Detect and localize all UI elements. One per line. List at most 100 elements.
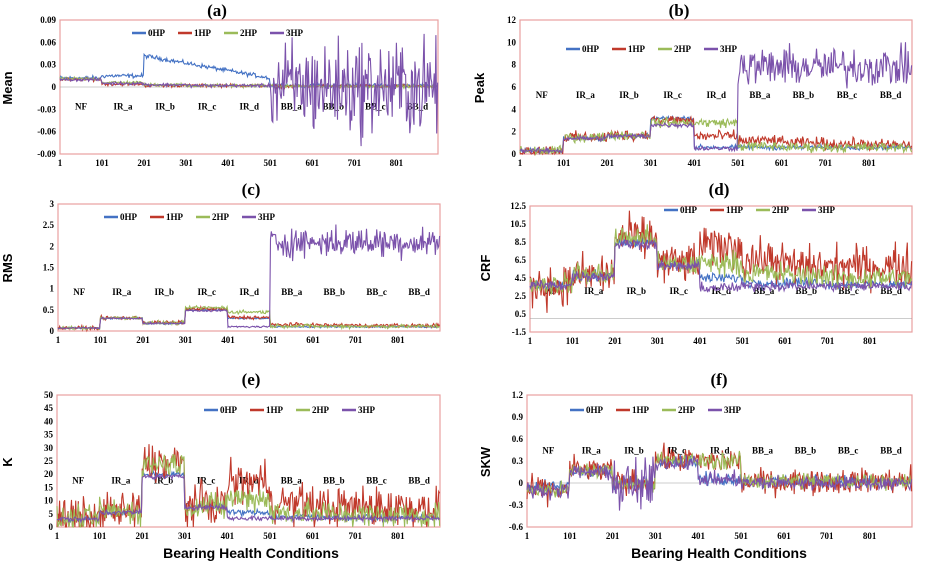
condition-label: BB_b	[323, 475, 345, 485]
x-tick-label: 1	[58, 158, 63, 168]
legend-label: 2HP	[212, 212, 230, 222]
y-tick-label: 0.5	[515, 309, 527, 319]
condition-label: BB_d	[408, 475, 430, 485]
y-tick-label: 1	[50, 284, 55, 294]
condition-label: IR_b	[626, 286, 646, 296]
y-tick-label: 6	[512, 82, 517, 92]
y-tick-label: 0	[512, 149, 517, 159]
y-tick-label: 30	[44, 443, 54, 453]
x-tick-label: 301	[644, 158, 658, 168]
x-tick-label: 201	[606, 531, 620, 541]
y-tick-label: 4	[512, 104, 517, 114]
panel-f: (f) SKW 1.2 0.9 0.6 0.3 0 -0.3 -0.61 101 201 301 401…	[478, 370, 913, 561]
legend-label: 1HP	[194, 28, 212, 38]
x-tick-label: 101	[94, 335, 108, 345]
x-tick-label: 801	[863, 336, 877, 346]
y-tick-label: 2	[512, 127, 517, 137]
plot-area	[57, 203, 441, 332]
y-tick-label: 1.5	[43, 263, 55, 273]
legend-label: 1HP	[166, 212, 184, 222]
y-tick-label: 0.09	[40, 15, 56, 25]
condition-label: BB_d	[880, 286, 902, 296]
y-tick-label: 3	[50, 199, 55, 209]
condition-label: IR_d	[711, 286, 731, 296]
x-tick-label: 401	[221, 335, 235, 345]
y-tick-label: 8.5	[515, 237, 527, 247]
x-tick-label: 301	[649, 531, 663, 541]
x-tick-label: 501	[734, 531, 748, 541]
legend-label: 0HP	[582, 44, 600, 54]
condition-label: IR_d	[710, 446, 730, 456]
x-axis-label: Bearing Health Conditions	[631, 545, 807, 561]
y-tick-label: 0	[519, 478, 524, 488]
legend-label: 3HP	[724, 405, 742, 415]
y-tick-label: 0	[49, 522, 54, 532]
y-tick-label: 2.5	[515, 291, 527, 301]
y-tick-label: -0.09	[37, 149, 56, 159]
x-tick-label: 401	[221, 158, 235, 168]
condition-label: BB_d	[407, 101, 429, 111]
y-tick-label: 4.5	[515, 273, 527, 283]
x-tick-label: 201	[608, 336, 622, 346]
y-tick-label: -0.3	[509, 500, 524, 510]
y-tick-label: 0	[52, 82, 57, 92]
condition-label: BB_c	[366, 287, 387, 297]
x-tick-label: 201	[135, 531, 149, 541]
y-tick-label: 12	[507, 15, 517, 25]
condition-label: IR_d	[239, 287, 259, 297]
y-tick-label: -1.5	[512, 327, 527, 337]
condition-label: NF	[536, 90, 548, 100]
legend-label: 3HP	[720, 44, 738, 54]
legend-label: 0HP	[586, 405, 604, 415]
y-tick-label: -0.03	[37, 104, 56, 114]
x-tick-label: 401	[221, 531, 235, 541]
condition-label: IR_b	[155, 101, 175, 111]
condition-label: BB_c	[838, 286, 859, 296]
y-tick-label: 10	[507, 37, 517, 47]
condition-label: BB_b	[323, 287, 345, 297]
series-line-0HP	[59, 52, 438, 91]
condition-label: NF	[75, 101, 87, 111]
series-line-3HP	[519, 42, 913, 155]
condition-label: IR_a	[584, 286, 604, 296]
legend-label: 3HP	[286, 28, 304, 38]
x-tick-label: 501	[264, 335, 278, 345]
condition-label: BB_d	[880, 90, 902, 100]
x-tick-label: 601	[775, 158, 789, 168]
x-tick-label: 701	[348, 158, 362, 168]
legend-label: 3HP	[258, 212, 276, 222]
condition-label: BB_d	[880, 446, 902, 456]
panel-title: (c)	[242, 180, 261, 199]
series-line-3HP	[529, 239, 913, 293]
condition-label: IR_b	[619, 90, 639, 100]
x-tick-label: 501	[731, 158, 745, 168]
x-tick-label: 601	[306, 335, 320, 345]
condition-label: BB_c	[837, 90, 858, 100]
x-tick-label: 501	[263, 158, 277, 168]
y-tick-label: 35	[44, 430, 54, 440]
y-axis-label: K	[0, 457, 15, 467]
y-tick-label: 0.6	[512, 434, 524, 444]
panel-title: (f)	[711, 370, 728, 389]
x-tick-label: 501	[263, 531, 277, 541]
legend-label: 2HP	[240, 28, 258, 38]
condition-label: IR_a	[582, 446, 602, 456]
x-tick-label: 701	[349, 335, 363, 345]
x-tick-label: 101	[563, 531, 577, 541]
x-tick-label: 801	[391, 531, 405, 541]
y-axis-label: Peak	[472, 72, 487, 103]
y-tick-label: 50	[44, 390, 54, 400]
condition-label: NF	[72, 475, 84, 485]
x-tick-label: 301	[179, 158, 193, 168]
legend-label: 3HP	[818, 205, 836, 215]
x-tick-label: 401	[688, 158, 702, 168]
condition-label: BB_a	[749, 90, 771, 100]
condition-label: IR_b	[154, 287, 174, 297]
y-tick-label: 0.9	[512, 412, 524, 422]
series-line-3HP	[59, 33, 439, 147]
panel-title: (e)	[242, 370, 261, 389]
x-tick-label: 701	[348, 531, 362, 541]
panel-title: (b)	[669, 1, 690, 20]
